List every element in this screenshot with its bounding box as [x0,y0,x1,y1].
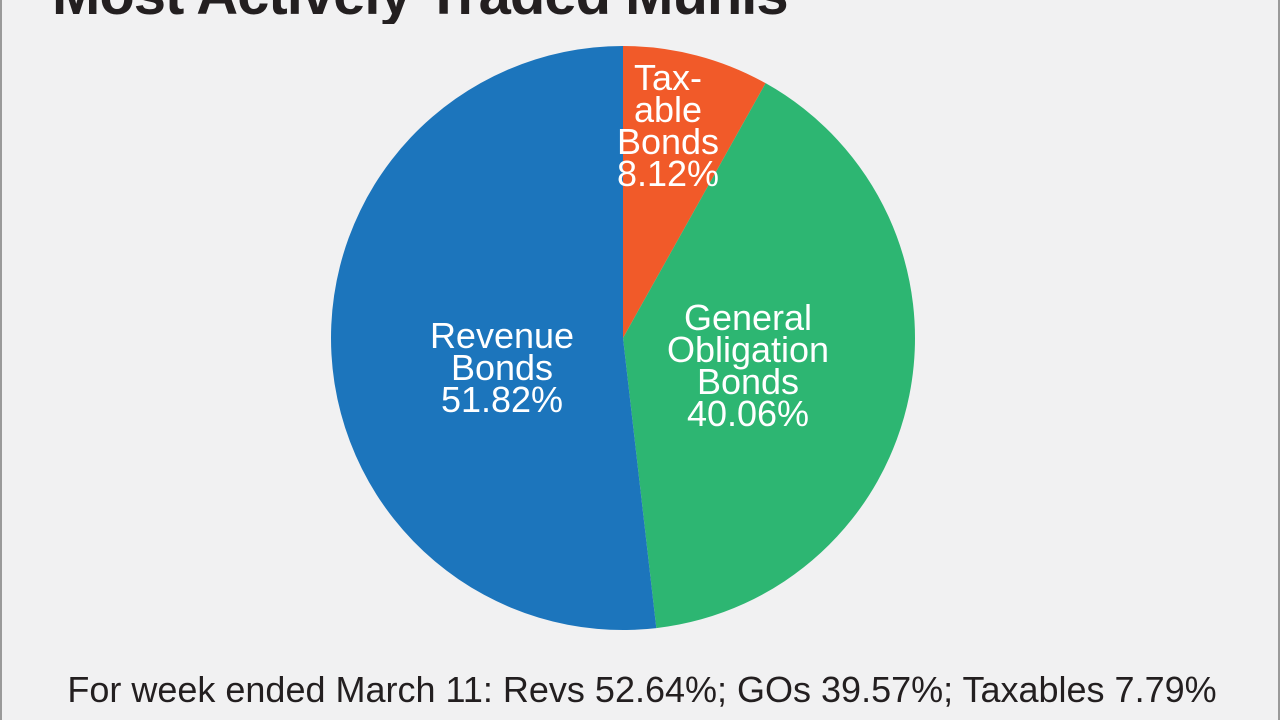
pie-slices [330,46,915,630]
slice-label-2: General Obligation Bonds 40.06% [667,297,829,434]
pie-slice-1 [623,46,766,338]
slice-name-line: Revenue [430,315,574,356]
slice-name-line: Bonds [617,121,719,162]
slice-value-label: 40.06% [687,393,809,434]
slice-value-label: 51.82% [441,379,563,420]
slice-name-line: Bonds [451,347,553,388]
slice-name-line: able [634,89,702,130]
chart-title-text: Most Actively Traded Munis [52,0,789,24]
slice-value-label: 8.12% [617,153,719,194]
slice-name-line: Bonds [697,361,799,402]
slice-label-1: Tax-able Bonds 8.12% [617,57,719,194]
pie-chart: Tax-able Bonds 8.12%General Obligation Bonds… [330,46,915,630]
pie-slice-3 [330,46,657,630]
pie-slice-2 [623,83,915,629]
slice-name-line: Tax- [634,57,702,98]
pie-labels: Tax-able Bonds 8.12%General Obligation Bonds… [430,57,829,434]
slice-label-3: Revenue Bonds 51.82% [430,315,574,420]
chart-title: Most Actively Traded Munis [2,0,1278,24]
slice-name-line: General [684,297,812,338]
slice-name-line: Obligation [667,329,829,370]
footnote: For week ended March 11: Revs 52.64%; GO… [67,669,1217,710]
